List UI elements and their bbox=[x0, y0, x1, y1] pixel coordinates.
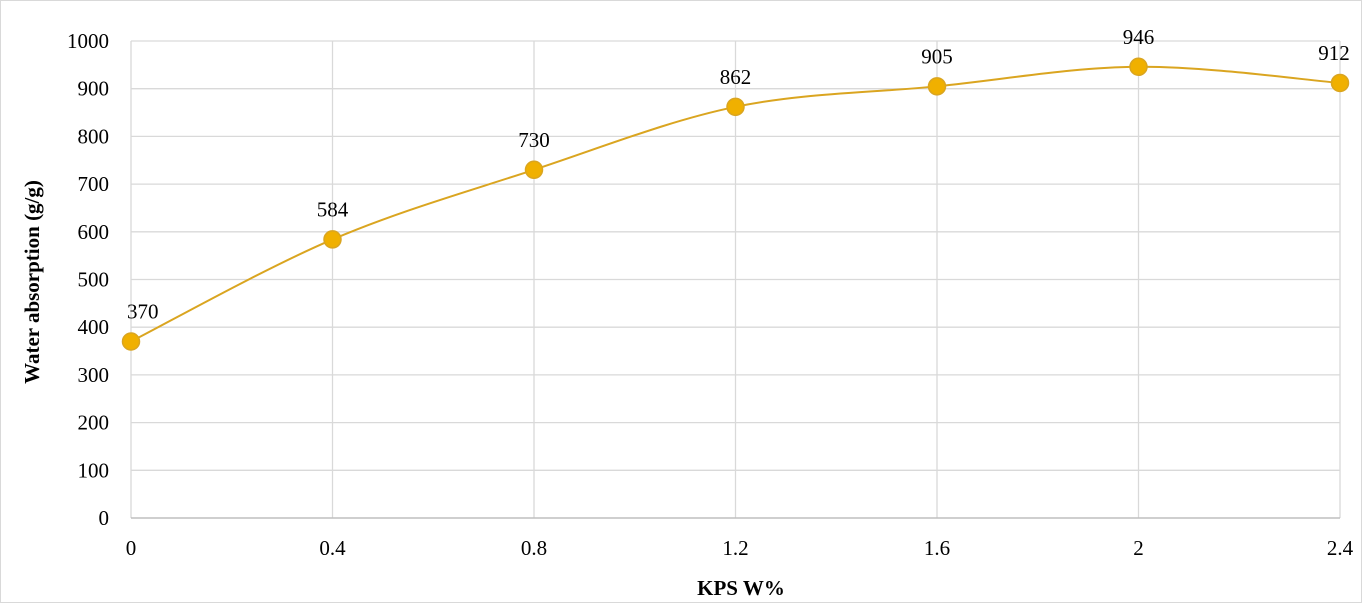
data-label: 584 bbox=[317, 197, 349, 221]
y-tick-label: 100 bbox=[78, 458, 110, 482]
y-tick-label: 700 bbox=[78, 172, 110, 196]
y-tick-label: 900 bbox=[78, 77, 110, 101]
data-label: 946 bbox=[1123, 25, 1155, 49]
data-label: 905 bbox=[921, 44, 953, 68]
y-tick-label: 300 bbox=[78, 363, 110, 387]
data-point-marker bbox=[1129, 57, 1148, 77]
x-tick-label: 0.8 bbox=[521, 536, 547, 560]
x-tick-label: 1.6 bbox=[924, 536, 950, 560]
x-tick-label: 2.4 bbox=[1327, 536, 1354, 560]
y-tick-label: 1000 bbox=[67, 29, 109, 53]
data-point-marker bbox=[1330, 73, 1350, 93]
data-label: 370 bbox=[127, 300, 159, 324]
x-tick-label: 2 bbox=[1133, 536, 1144, 560]
y-tick-label: 0 bbox=[99, 506, 110, 530]
data-point-marker bbox=[726, 97, 745, 117]
y-tick-label: 400 bbox=[78, 315, 110, 339]
y-tick-label: 200 bbox=[78, 411, 110, 435]
data-label: 862 bbox=[720, 65, 752, 89]
x-tick-label: 0.4 bbox=[319, 536, 346, 560]
y-axis-title: Water absorption (g/g) bbox=[20, 180, 44, 384]
tick-layer: 0 100 200 300 400 500 600 700 800 900 1000 0 0.4 0.8 1… bbox=[67, 29, 1354, 560]
data-point-marker bbox=[524, 160, 544, 180]
x-axis-title: KPS W% bbox=[697, 576, 785, 600]
y-tick-label: 500 bbox=[78, 268, 110, 292]
data-label: 912 bbox=[1318, 41, 1350, 65]
y-tick-label: 600 bbox=[78, 220, 110, 244]
x-tick-label: 1.2 bbox=[722, 536, 748, 560]
data-point-marker bbox=[121, 332, 141, 351]
y-tick-label: 800 bbox=[78, 124, 110, 148]
data-point-marker bbox=[927, 77, 947, 96]
data-point-marker bbox=[323, 230, 342, 249]
data-label: 730 bbox=[518, 128, 550, 152]
series-layer bbox=[121, 57, 1350, 351]
x-tick-label: 0 bbox=[126, 536, 137, 560]
label-layer: 370 584 730 862 905 946 912 bbox=[127, 25, 1350, 324]
